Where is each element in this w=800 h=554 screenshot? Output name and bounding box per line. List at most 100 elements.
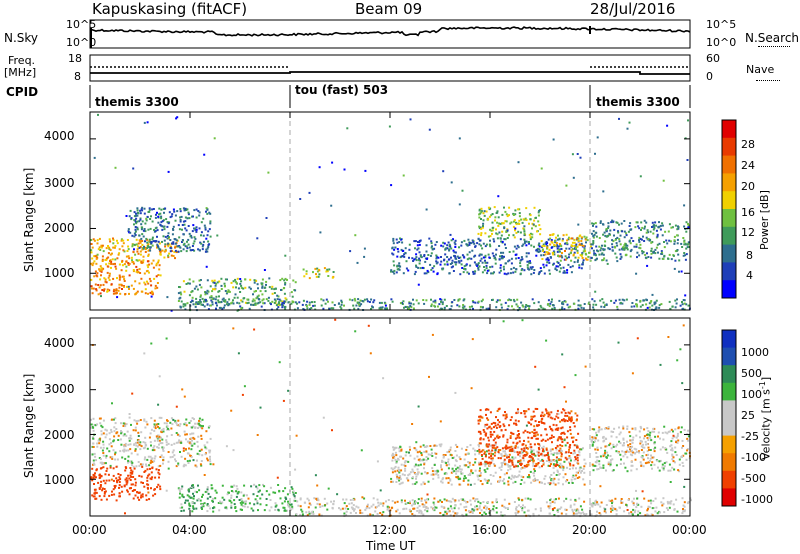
heatmap-cell xyxy=(417,266,420,269)
heatmap-cell xyxy=(549,499,552,502)
heatmap-cell xyxy=(94,497,97,500)
heatmap-cell xyxy=(612,445,615,448)
heatmap-cell xyxy=(115,289,118,292)
heatmap-cell xyxy=(294,499,297,502)
heatmap-cell xyxy=(557,482,560,485)
heatmap-cell xyxy=(526,476,529,479)
heatmap-cell xyxy=(102,479,105,482)
heatmap-cell xyxy=(499,255,501,258)
heatmap-cell xyxy=(525,447,528,449)
heatmap-cell xyxy=(646,513,649,516)
heatmap-cell xyxy=(280,289,282,291)
heatmap-cell xyxy=(448,243,451,246)
heatmap-cell xyxy=(290,291,293,294)
heatmap-cell xyxy=(603,510,606,513)
heatmap-cell xyxy=(398,469,400,471)
heatmap-cell xyxy=(174,421,176,423)
heatmap-cell xyxy=(127,474,130,477)
heatmap-cell xyxy=(100,269,103,272)
heatmap-cell xyxy=(641,250,644,253)
heatmap-cell xyxy=(409,454,412,457)
heatmap-cell xyxy=(647,238,650,240)
heatmap-cell xyxy=(489,431,492,433)
heatmap-cell xyxy=(206,292,209,295)
heatmap-cell xyxy=(522,457,525,460)
heatmap-cell xyxy=(91,467,94,470)
heatmap-cell xyxy=(198,489,201,492)
heatmap-cell xyxy=(96,239,99,242)
heatmap-cell xyxy=(430,252,433,255)
heatmap-cell xyxy=(566,430,569,433)
heatmap-cell xyxy=(427,254,430,256)
heatmap-cell xyxy=(504,262,507,265)
heatmap-cell xyxy=(181,506,184,509)
heatmap-cell xyxy=(628,239,631,242)
heatmap-cell xyxy=(565,513,568,516)
heatmap-cell xyxy=(91,445,94,448)
heatmap-cell xyxy=(270,287,273,290)
heatmap-cell xyxy=(607,247,610,250)
heatmap-cell xyxy=(164,245,167,248)
heatmap-cell xyxy=(164,249,167,252)
heatmap-cell xyxy=(193,249,196,252)
heatmap-cell xyxy=(301,303,304,306)
heatmap-cell xyxy=(343,304,345,307)
heatmap-cell xyxy=(519,259,522,262)
heatmap-cell xyxy=(482,212,485,215)
heatmap-cell xyxy=(138,282,141,285)
heatmap-cell xyxy=(102,466,105,469)
heatmap-cell xyxy=(239,291,242,293)
heatmap-cell xyxy=(562,271,565,274)
heatmap-cell xyxy=(548,459,551,462)
heatmap-cell xyxy=(473,261,476,264)
heatmap-cell xyxy=(646,306,649,309)
heatmap-cell xyxy=(549,502,552,505)
heatmap-cell xyxy=(123,485,126,488)
heatmap-cell xyxy=(187,243,190,246)
heatmap-cell xyxy=(147,292,149,295)
heatmap-cell xyxy=(195,228,198,231)
heatmap-cell xyxy=(91,292,94,295)
heatmap-cell xyxy=(199,420,202,423)
heatmap-cell xyxy=(256,295,259,298)
heatmap-cell xyxy=(230,496,233,499)
heatmap-cell xyxy=(552,466,555,469)
heatmap-cell xyxy=(209,463,212,466)
heatmap-cell xyxy=(267,299,270,302)
heatmap-cell xyxy=(508,458,511,461)
heatmap-cell xyxy=(246,298,249,301)
heatmap-cell xyxy=(595,235,598,238)
heatmap-cell xyxy=(459,470,462,473)
heatmap-cell xyxy=(93,260,96,263)
heatmap-cell xyxy=(409,510,412,513)
heatmap-cell xyxy=(161,220,164,223)
heatmap-cell xyxy=(503,268,505,271)
heatmap-cell xyxy=(634,509,637,512)
heatmap-cell xyxy=(594,259,597,262)
heatmap-cell xyxy=(180,441,183,444)
heatmap-cell xyxy=(115,428,118,430)
heatmap-cell xyxy=(530,448,533,451)
heatmap-cell xyxy=(480,450,483,453)
heatmap-cell xyxy=(530,273,533,276)
heatmap-cell xyxy=(178,424,181,427)
heatmap-cell xyxy=(580,306,583,309)
heatmap-cell xyxy=(511,448,514,450)
heatmap-cell xyxy=(98,438,101,441)
heatmap-cell xyxy=(206,303,209,306)
heatmap-cell xyxy=(446,256,449,258)
heatmap-cell xyxy=(562,431,565,434)
heatmap-cell xyxy=(521,244,524,247)
heatmap-cell xyxy=(573,241,576,244)
heatmap-cell xyxy=(556,439,559,442)
heatmap-cell xyxy=(417,464,420,467)
heatmap-cell xyxy=(569,305,572,308)
heatmap-cell xyxy=(547,299,550,302)
heatmap-cell xyxy=(463,298,466,301)
heatmap-cell xyxy=(193,236,196,239)
heatmap-cell xyxy=(546,261,549,264)
heatmap-cell xyxy=(98,237,101,240)
heatmap-cell xyxy=(284,254,287,257)
heatmap-cell xyxy=(446,244,449,247)
heatmap-cell xyxy=(135,243,138,246)
